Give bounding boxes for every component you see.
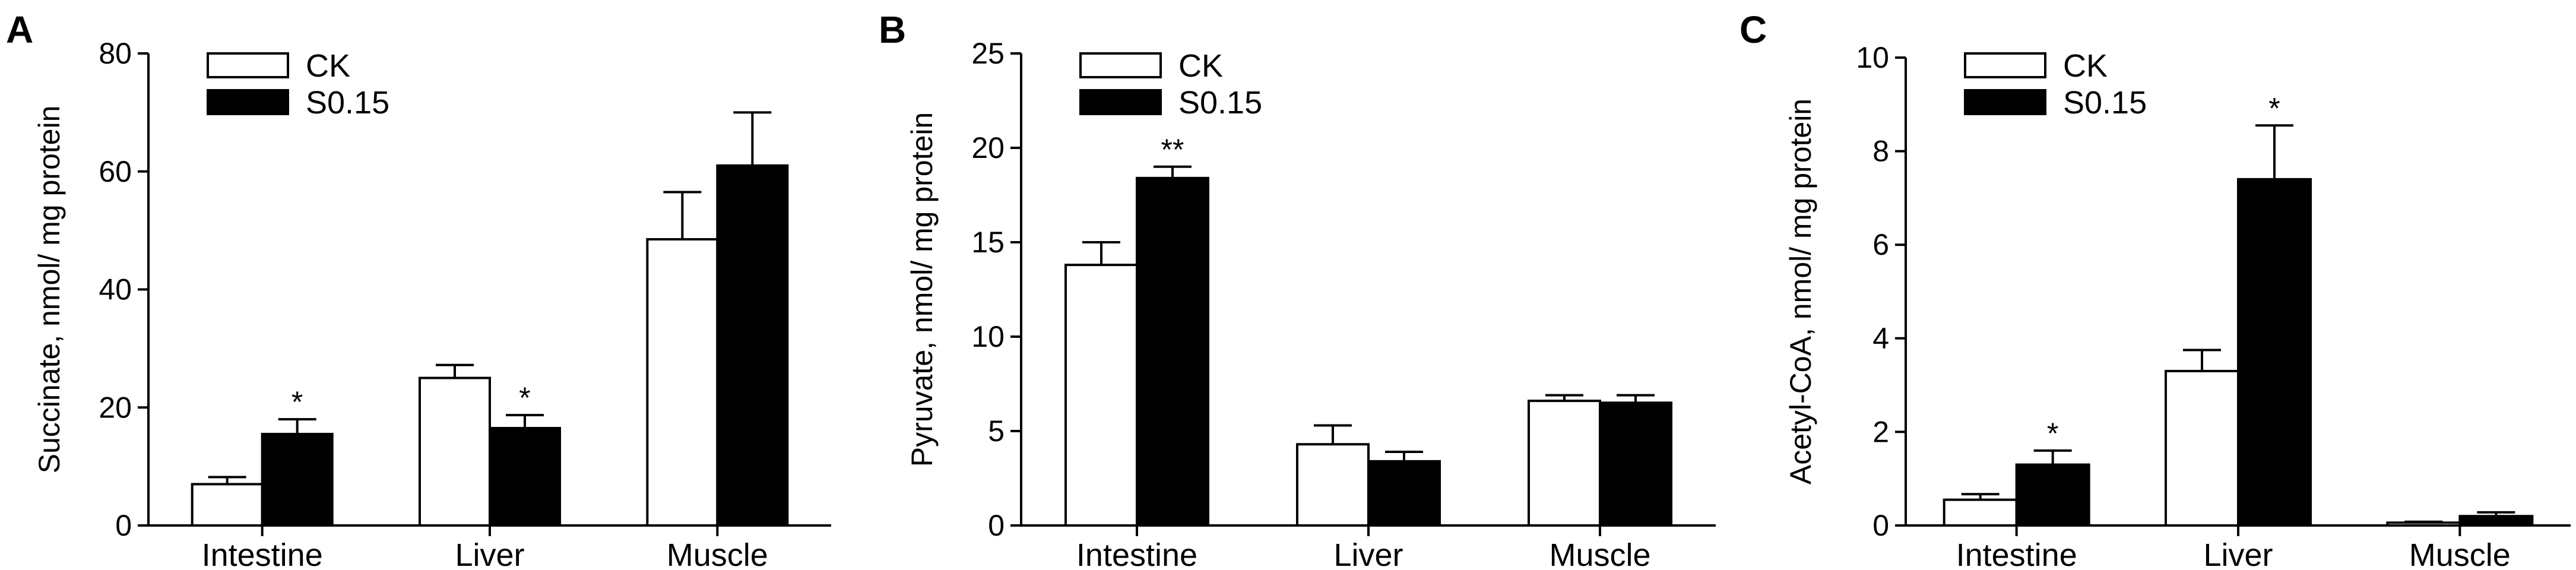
x-tick-label: Intestine	[1956, 537, 2077, 570]
legend-swatch	[207, 52, 289, 78]
bar	[646, 238, 719, 527]
y-tick-label: 4	[1872, 322, 1889, 355]
bar	[419, 376, 491, 527]
bar	[2015, 463, 2090, 527]
chart-panel-c: C 0 2 4 6 8 10 Acetyl-CoA, nmol/ mg protein Inte…	[1739, 8, 2571, 570]
bar	[1064, 264, 1138, 527]
legend-swatch	[1964, 89, 2046, 115]
chart-panel-b: B 0 5 10 15 20 25 Pyruvate, nmol/ mg protein Int…	[879, 8, 1716, 570]
y-tick-label: 40	[99, 273, 132, 306]
y-tick-label: 80	[99, 37, 132, 70]
x-tick-label: Liver	[1333, 537, 1403, 570]
bar	[2458, 515, 2534, 527]
bar	[2237, 178, 2312, 527]
y-tick-label: 20	[99, 391, 132, 424]
y-tick-label: 60	[99, 155, 132, 188]
y-tick-label: 5	[988, 414, 1005, 448]
y-tick-label: 10	[1856, 41, 1889, 74]
y-axis-label: Succinate, nmol/ mg protein	[33, 106, 66, 474]
y-tick-label: 6	[1872, 228, 1889, 261]
y-axis-label: Acetyl-CoA, nmol/ mg protein	[1784, 99, 1817, 484]
y-tick-label: 25	[971, 37, 1005, 70]
bar	[2165, 369, 2239, 527]
bar	[1943, 498, 2018, 527]
legend-label: CK	[1178, 48, 1223, 84]
y-tick-label: 0	[1872, 509, 1889, 542]
significance-marker: **	[1161, 133, 1184, 166]
y-tick-label: 0	[988, 509, 1005, 542]
legend-swatch	[207, 89, 289, 115]
legend-label: S0.15	[2063, 85, 2147, 121]
legend-label: S0.15	[306, 85, 389, 121]
significance-marker: *	[519, 381, 530, 414]
legend-swatch	[1079, 89, 1162, 115]
bar	[716, 164, 789, 527]
legend-swatch	[1964, 52, 2046, 78]
x-tick-label: Muscle	[1549, 537, 1650, 570]
chart-panel-a: A 0 20 40 60 80 Succinate, nmol/ mg protein Int…	[6, 8, 831, 570]
legend-label: CK	[2063, 48, 2108, 84]
y-tick-label: 8	[1872, 135, 1889, 168]
x-tick-label: Muscle	[2409, 537, 2511, 570]
x-tick-label: Intestine	[202, 537, 323, 570]
bar	[1136, 176, 1209, 527]
panel-label: A	[6, 8, 33, 51]
y-tick-label: 15	[971, 226, 1005, 259]
bar	[1599, 401, 1672, 527]
x-tick-label: Liver	[455, 537, 524, 570]
panel-label: B	[879, 8, 906, 51]
y-tick-label: 0	[115, 509, 132, 542]
x-tick-label: Intestine	[1076, 537, 1197, 570]
bar	[2386, 521, 2461, 527]
x-tick-label: Liver	[2203, 537, 2273, 570]
significance-marker: *	[291, 385, 303, 419]
panel-label: C	[1739, 8, 1767, 51]
y-tick-label: 20	[971, 131, 1005, 164]
bar	[489, 427, 561, 527]
x-tick-label: Muscle	[667, 537, 768, 570]
bar	[1296, 443, 1370, 527]
bar	[1528, 400, 1601, 527]
significance-marker: *	[2268, 91, 2280, 125]
y-axis-label: Pyruvate, nmol/ mg protein	[905, 112, 939, 467]
significance-marker: *	[2047, 417, 2058, 450]
bar	[1367, 460, 1441, 527]
y-tick-label: 10	[971, 320, 1005, 353]
legend-label: CK	[306, 48, 350, 84]
legend-swatch	[1079, 52, 1162, 78]
legend-label: S0.15	[1178, 85, 1262, 121]
bar	[191, 483, 264, 527]
bar	[261, 432, 334, 527]
y-tick-label: 2	[1872, 415, 1889, 448]
